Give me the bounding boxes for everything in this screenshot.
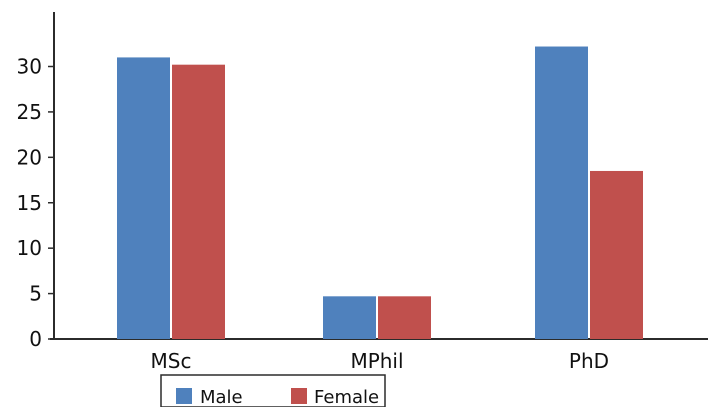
bar-msc-female <box>172 64 225 339</box>
legend-box <box>160 374 386 407</box>
y-tick-label: 15 <box>17 191 42 215</box>
bar-msc-male <box>117 57 170 340</box>
y-tick-label: 5 <box>29 282 42 306</box>
legend-swatch-female <box>291 388 307 404</box>
bar-mphil-female <box>378 296 431 339</box>
bar-phd-female <box>590 170 643 339</box>
legend-label-male: Male <box>200 387 243 407</box>
legend-label-female: Female <box>314 387 379 407</box>
x-tick-label: MSc <box>151 349 192 373</box>
y-tick-label: 0 <box>29 327 42 351</box>
legend-swatch-male <box>176 388 192 404</box>
y-tick-label: 30 <box>17 55 42 79</box>
y-tick-label: 25 <box>17 100 42 124</box>
bar-mphil-male <box>323 296 376 339</box>
bar-phd-male <box>535 46 588 340</box>
x-tick-label: MPhil <box>350 349 403 373</box>
y-tick-label: 20 <box>17 145 42 169</box>
x-tick-label: PhD <box>569 349 609 373</box>
y-tick-label: 10 <box>17 236 42 260</box>
